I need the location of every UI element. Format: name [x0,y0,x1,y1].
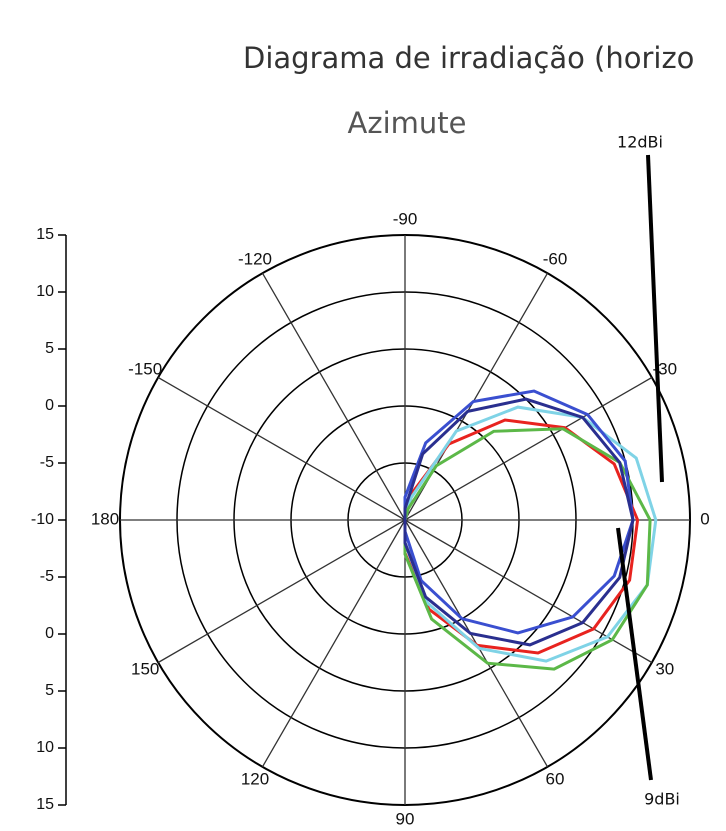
chart-subtitle: Azimute [348,106,467,140]
theta-tick-label: 60 [546,769,565,788]
theta-tick-label: -150 [128,359,162,378]
theta-tick-label: 150 [131,659,159,678]
grid-spoke [157,376,406,521]
series-line [403,418,640,655]
theta-tick-label: 30 [655,659,674,678]
theta-tick-label: -60 [543,250,568,269]
theta-tick-label: 120 [241,769,269,788]
grid-spoke [261,519,406,768]
r-tick-label: -10 [31,511,54,528]
r-tick-label: 0 [45,397,54,414]
r-tick-label: 15 [36,796,54,813]
theta-tick-label: 180 [91,509,119,528]
grid-spoke [404,519,653,664]
r-tick-label: 0 [45,625,54,642]
plot-area: -10-5-50055101015150306090120150180-150-… [31,209,710,828]
r-tick-label: 15 [36,226,54,243]
theta-tick-label: -90 [393,209,418,228]
r-tick-label: 10 [36,739,54,756]
r-tick-label: 5 [45,682,54,699]
grid-spoke [157,519,406,664]
r-tick-label: 5 [45,340,54,357]
r-tick-label: -5 [40,568,54,585]
r-tick-label: -5 [40,454,54,471]
grid-spoke [261,272,406,521]
annotation: 12dBi [617,133,663,152]
grid-spoke [404,376,653,521]
annotation: 9dBi [644,790,680,809]
series-line [403,389,635,635]
theta-tick-label: 90 [396,809,415,828]
annotation-pointer [646,154,664,483]
r-tick-label: 10 [36,283,54,300]
series-line [403,405,658,663]
theta-tick-label: -120 [238,250,272,269]
series-line [403,427,652,671]
series-line [403,397,635,647]
chart-title: Diagrama de irradiação (horizo [243,41,694,75]
annotation-pointer [616,527,653,781]
theta-tick-label: 0 [700,509,709,528]
